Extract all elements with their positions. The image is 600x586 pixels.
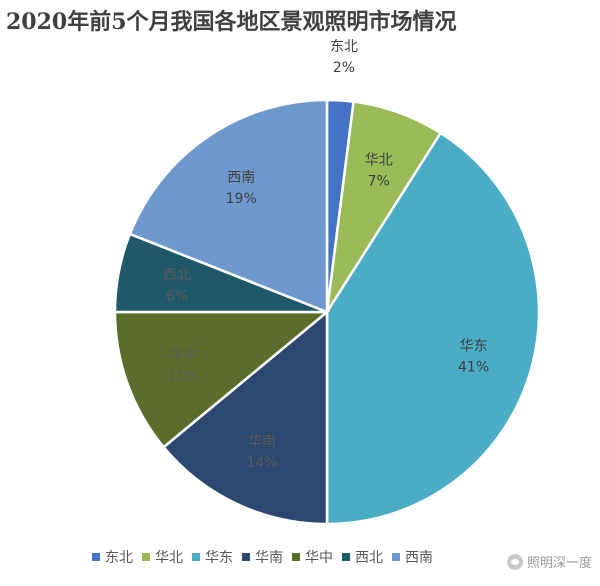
slice-name-label-0: 东北 [330,39,358,55]
legend-item-6: 西南 [392,547,433,567]
pie-slice-3 [161,309,329,526]
legend-swatch-0 [92,553,100,561]
legend-label-2: 华东 [205,550,233,566]
slice-name-label-1: 华北 [365,152,393,168]
slice-name-label-4: 华中 [169,348,197,364]
legend-swatch-2 [192,553,200,561]
pie-labels: 东北 2% 华北 7% 华东 41% 华南 14% 华中 11% 西北 6% 西南 19% [163,39,489,471]
slice-name-label-3: 华南 [248,434,276,450]
slice-value-label-0: 2% [333,60,355,76]
legend-item-4: 华中 [292,547,333,567]
slice-value-label-5: 6% [166,288,188,304]
chart-title: 2020年前5个月我国各地区景观照明市场情况 [6,9,457,35]
legend-swatch-3 [242,553,250,561]
slice-value-label-1: 7% [368,173,390,189]
slice-value-label-6: 19% [226,191,257,207]
legend-label-3: 华南 [255,550,283,566]
legend-label-0: 东北 [105,550,133,566]
slice-name-label-6: 西南 [227,170,255,186]
legend-label-1: 华北 [155,550,183,566]
slice-name-label-5: 西北 [163,267,191,283]
legend-label-6: 西南 [405,550,433,566]
slice-value-label-4: 11% [168,369,199,385]
pie-slices [113,98,541,526]
pie-slice-2 [325,131,541,526]
slice-value-label-3: 14% [246,455,277,471]
legend-swatch-6 [392,553,400,561]
pie-slice-6 [128,98,329,314]
legend-item-5: 西北 [342,547,383,567]
legend: 东北 华北 华东 华南 华中 西北 西南 [92,548,433,566]
watermark-text: 照明深一度 [526,556,592,571]
watermark: 照明深一度 [506,552,592,571]
slice-value-label-2: 41% [458,360,489,376]
wechat-icon [506,553,523,570]
legend-item-1: 华北 [142,547,183,567]
legend-swatch-4 [292,553,300,561]
legend-item-3: 华南 [242,547,283,567]
legend-swatch-1 [142,553,150,561]
legend-item-0: 东北 [92,547,133,567]
legend-label-5: 西北 [355,550,383,566]
legend-label-4: 华中 [305,550,333,566]
pie-slice-4 [113,310,331,449]
legend-swatch-5 [342,553,350,561]
slice-name-label-2: 华东 [460,339,488,355]
legend-item-2: 华东 [192,547,233,567]
